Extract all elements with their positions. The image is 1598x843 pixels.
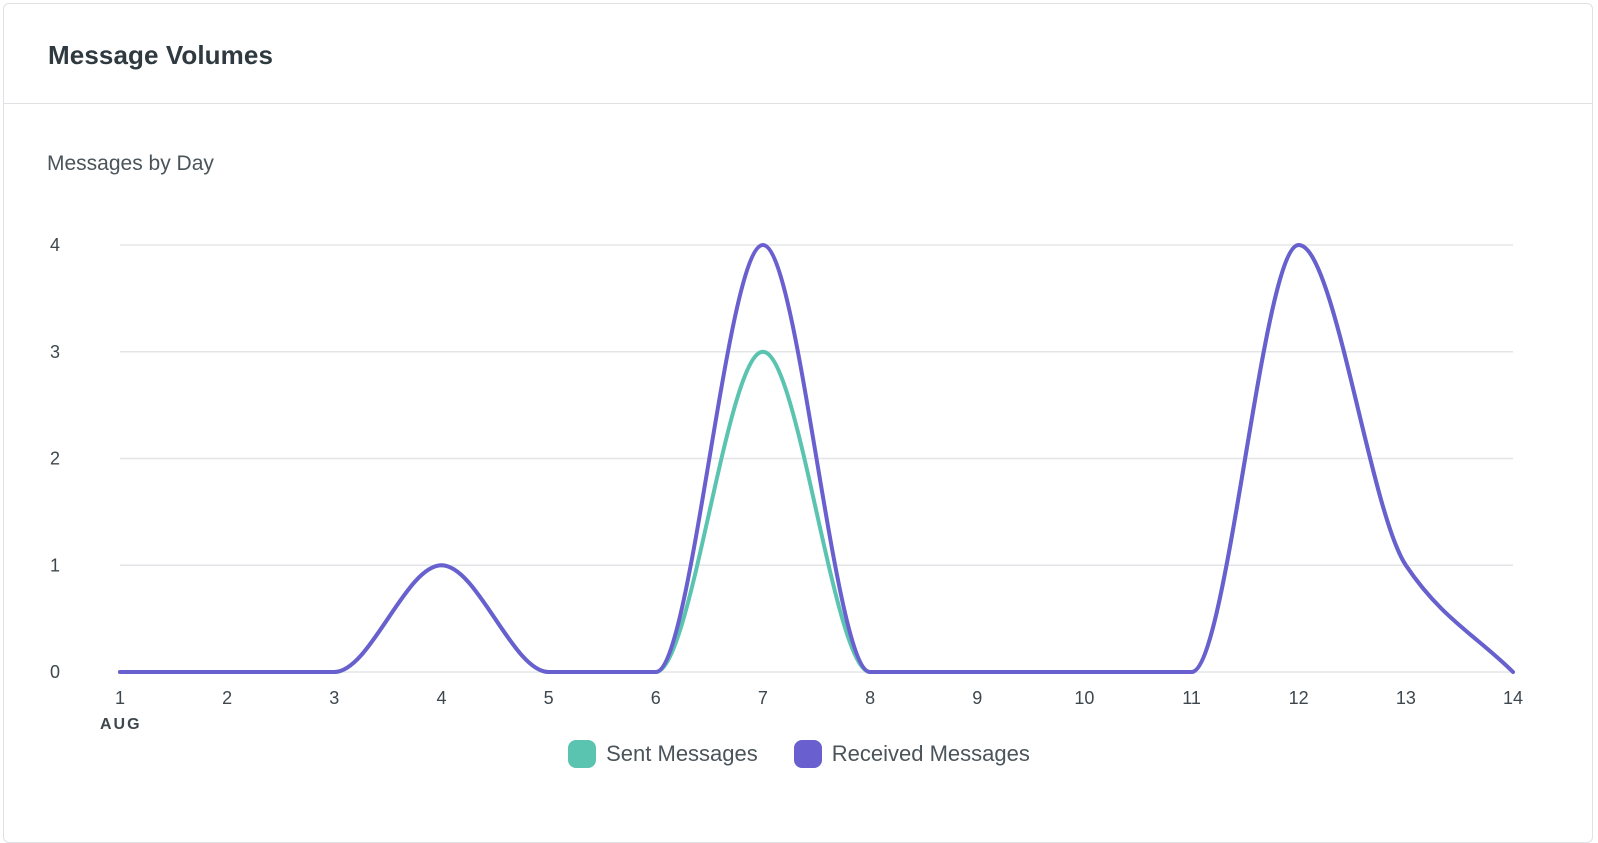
x-tick-label: 14 [1503,688,1523,708]
x-tick-label: 12 [1289,688,1309,708]
y-tick-label: 2 [50,449,60,469]
y-tick-label: 3 [50,342,60,362]
legend-swatch [568,740,597,768]
chart-legend: Sent Messages Received Messages [0,740,1598,768]
legend-item-sent[interactable]: Sent Messages [568,740,758,768]
x-tick-label: 13 [1396,688,1416,708]
x-tick-label: 10 [1074,688,1094,708]
x-tick-label: 2 [222,688,232,708]
x-tick-label: 9 [972,688,982,708]
x-tick-label: 6 [651,688,661,708]
chart-title: Messages by Day [47,152,214,175]
x-tick-label: 8 [865,688,875,708]
x-tick-label: 3 [329,688,339,708]
x-tick-label: 1 [115,688,125,708]
x-month-label: AUG [100,716,142,733]
y-tick-label: 0 [50,662,60,682]
x-tick-label: 11 [1182,688,1201,708]
message-volumes-card: Message Volumes [3,3,1593,843]
x-tick-label: 5 [544,688,554,708]
legend-swatch [793,740,822,768]
card-title: Message Volumes [48,40,274,70]
card-header: Message Volumes [4,4,1592,104]
x-tick-label: 4 [436,688,446,708]
legend-item-received[interactable]: Received Messages [793,740,1030,768]
legend-label: Sent Messages [606,741,758,766]
series-line-received [118,243,1515,674]
y-tick-label: 1 [50,555,60,575]
legend-label: Received Messages [831,741,1030,766]
y-tick-label: 4 [50,235,60,255]
x-tick-label: 7 [758,688,768,708]
